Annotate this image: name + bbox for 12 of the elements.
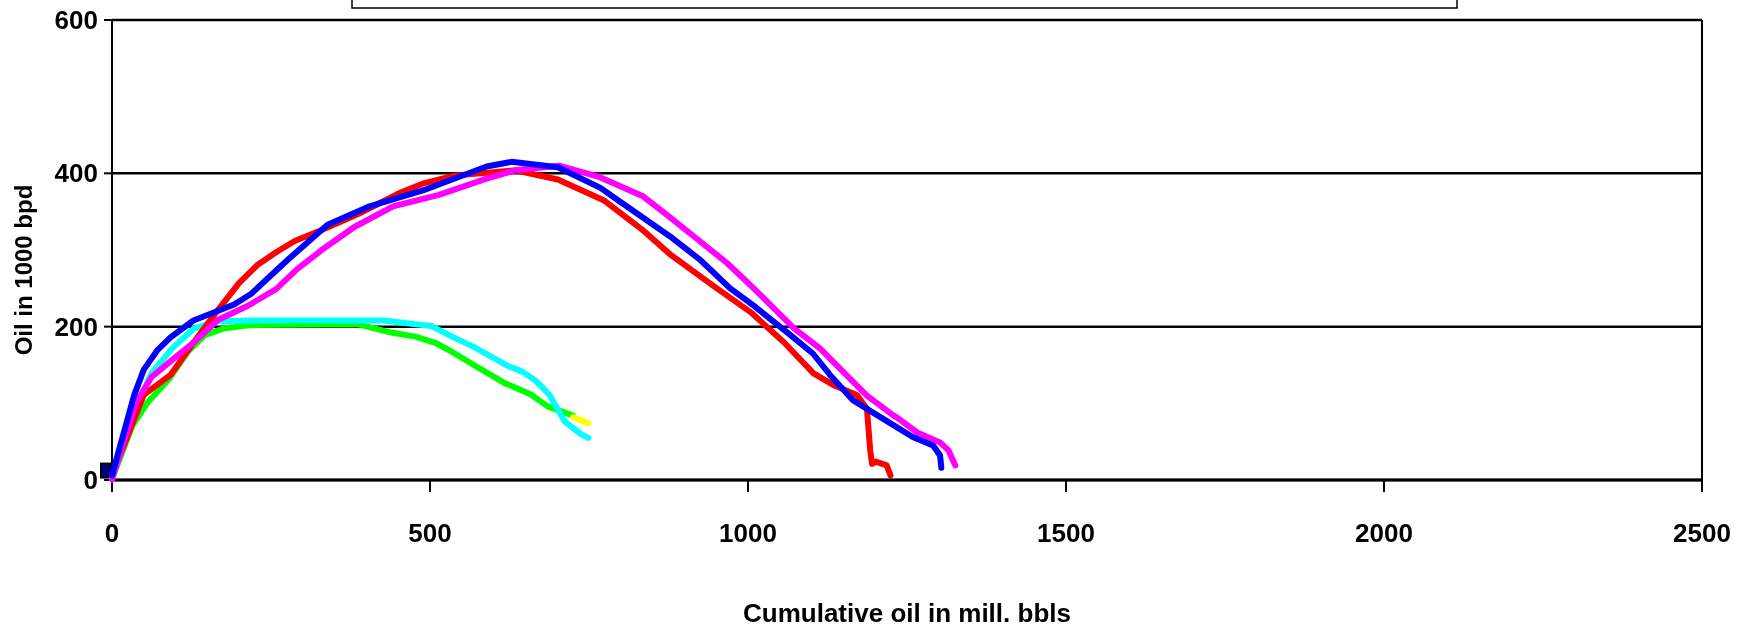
y-axis-title: Oil in 1000 bpd xyxy=(10,184,37,356)
x-tick-label: 2000 xyxy=(1355,518,1413,548)
x-tick-label: 0 xyxy=(104,518,120,548)
y-tick-label: 400 xyxy=(54,158,98,189)
x-tick-label: 1000 xyxy=(719,518,777,548)
x-tick-label: 2500 xyxy=(1673,518,1731,548)
y-tick-label: 200 xyxy=(54,311,98,342)
x-tick-label: 1500 xyxy=(1037,518,1095,548)
y-tick-label: 0 xyxy=(83,465,98,495)
y-tick-label: 600 xyxy=(54,5,98,35)
x-axis-title: Cumulative oil in mill. bbls xyxy=(743,598,1071,628)
x-tick-label: 500 xyxy=(408,518,452,548)
